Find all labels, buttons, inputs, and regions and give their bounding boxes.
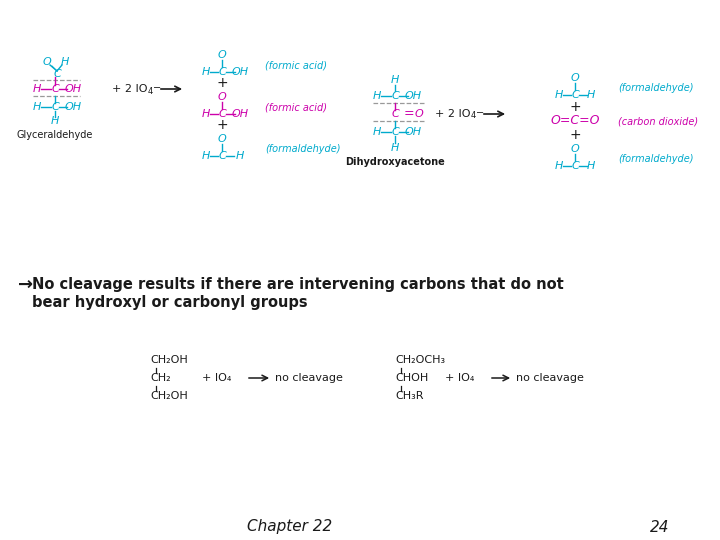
Text: C: C — [571, 90, 579, 100]
Text: H: H — [587, 90, 595, 100]
Text: CH₂OH: CH₂OH — [150, 391, 188, 401]
Text: O: O — [217, 50, 226, 60]
Text: H: H — [33, 84, 41, 94]
Text: OH: OH — [231, 67, 248, 77]
Text: no cleavage: no cleavage — [516, 373, 584, 383]
Text: C: C — [218, 67, 226, 77]
Text: C: C — [571, 161, 579, 171]
Text: (formaldehyde): (formaldehyde) — [618, 154, 693, 164]
Text: CHOH: CHOH — [395, 373, 428, 383]
Text: H: H — [202, 151, 210, 161]
Text: C: C — [51, 102, 59, 112]
Text: OH: OH — [64, 84, 81, 94]
Text: C: C — [391, 127, 399, 137]
Text: O: O — [217, 134, 226, 144]
Text: O: O — [217, 92, 226, 102]
Text: O=C=O: O=C=O — [550, 114, 600, 127]
Text: 24: 24 — [650, 519, 670, 535]
Text: Dihydroxyacetone: Dihydroxyacetone — [345, 157, 445, 167]
Text: C: C — [53, 69, 61, 79]
Text: +: + — [570, 100, 581, 114]
Text: (formic acid): (formic acid) — [265, 60, 327, 70]
Text: CH₃R: CH₃R — [395, 391, 423, 401]
Text: H: H — [236, 151, 244, 161]
Text: no cleavage: no cleavage — [275, 373, 343, 383]
Text: 4: 4 — [148, 86, 153, 96]
Text: + IO₄: + IO₄ — [445, 373, 474, 383]
Text: C: C — [218, 109, 226, 119]
Text: H: H — [373, 127, 381, 137]
Text: H: H — [373, 91, 381, 101]
Text: H: H — [202, 67, 210, 77]
Text: + 2 IO: + 2 IO — [112, 84, 148, 94]
Text: C: C — [218, 151, 226, 161]
Text: OH: OH — [231, 109, 248, 119]
Text: H: H — [51, 116, 59, 126]
Text: CH₂: CH₂ — [150, 373, 171, 383]
Text: H: H — [555, 90, 563, 100]
Text: =: = — [404, 107, 414, 120]
Text: Glyceraldehyde: Glyceraldehyde — [17, 130, 93, 140]
Text: H: H — [391, 75, 399, 85]
Text: OH: OH — [405, 91, 422, 101]
Text: −: − — [476, 108, 484, 118]
Text: C: C — [391, 109, 399, 119]
Text: →: → — [18, 276, 33, 294]
Text: CH₂OCH₃: CH₂OCH₃ — [395, 355, 445, 365]
Text: O: O — [571, 73, 580, 83]
Text: H: H — [587, 161, 595, 171]
Text: O: O — [415, 109, 423, 119]
Text: + IO₄: + IO₄ — [202, 373, 231, 383]
Text: C: C — [51, 84, 59, 94]
Text: CH₂OH: CH₂OH — [150, 355, 188, 365]
Text: No cleavage results if there are intervening carbons that do not: No cleavage results if there are interve… — [32, 278, 564, 293]
Text: −: − — [153, 83, 161, 93]
Text: H: H — [202, 109, 210, 119]
Text: OH: OH — [64, 102, 81, 112]
Text: OH: OH — [405, 127, 422, 137]
Text: (carbon dioxide): (carbon dioxide) — [618, 116, 698, 126]
Text: (formaldehyde): (formaldehyde) — [618, 83, 693, 93]
Text: (formic acid): (formic acid) — [265, 102, 327, 112]
Text: 4: 4 — [471, 111, 476, 120]
Text: bear hydroxyl or carbonyl groups: bear hydroxyl or carbonyl groups — [32, 295, 307, 310]
Text: O: O — [42, 57, 51, 67]
Text: O: O — [571, 144, 580, 154]
Text: H: H — [391, 143, 399, 153]
Text: H: H — [60, 57, 69, 67]
Text: Chapter 22: Chapter 22 — [248, 519, 333, 535]
Text: +: + — [216, 118, 228, 132]
Text: H: H — [33, 102, 41, 112]
Text: H: H — [555, 161, 563, 171]
Text: C: C — [391, 91, 399, 101]
Text: +: + — [570, 128, 581, 142]
Text: (formaldehyde): (formaldehyde) — [265, 144, 341, 154]
Text: + 2 IO: + 2 IO — [435, 109, 470, 119]
Text: +: + — [216, 76, 228, 90]
